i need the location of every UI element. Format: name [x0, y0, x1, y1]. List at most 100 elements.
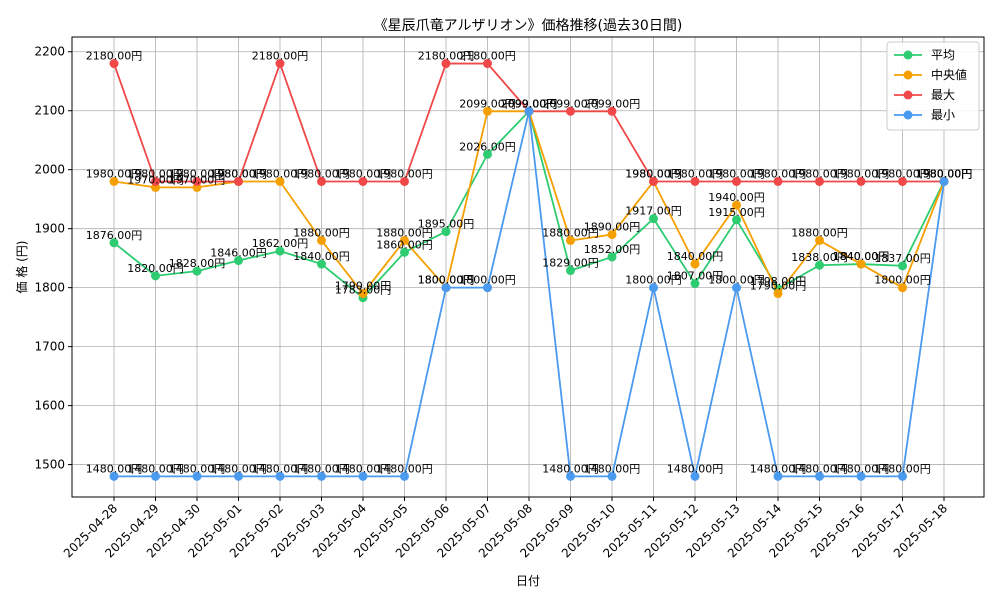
data-label: 1838.00円	[791, 251, 848, 264]
data-point	[898, 261, 907, 271]
data-label: 1876.00円	[86, 229, 143, 242]
data-point	[192, 176, 202, 186]
data-point	[815, 260, 824, 270]
data-point	[483, 283, 492, 293]
data-point	[732, 215, 741, 225]
data-label: 1980.00円	[874, 167, 931, 180]
y-tick-label: 1500	[34, 458, 65, 472]
data-label: 1980.00円	[169, 167, 226, 180]
data-label: 1480.00円	[874, 462, 931, 475]
data-point	[192, 266, 202, 276]
data-label: 1880.00円	[542, 226, 599, 239]
data-label: 1480.00円	[210, 462, 267, 475]
legend-label: 平均	[931, 48, 955, 62]
data-label: 2099.00円	[542, 97, 599, 110]
data-label: 1917.00円	[625, 205, 682, 218]
data-label: 2180.00円	[86, 50, 143, 63]
data-label: 1880.00円	[791, 226, 848, 239]
data-point	[151, 271, 160, 281]
y-tick-label: 1900	[34, 222, 65, 236]
data-label: 1980.00円	[86, 167, 143, 180]
data-label: 1980.00円	[335, 167, 392, 180]
data-label: 1880.00円	[376, 226, 433, 239]
legend-marker	[903, 50, 913, 60]
data-label: 1783.00円	[335, 284, 392, 297]
data-labels: 1876.00円 1820.00円1828.00円1846.00円1862.00円…	[86, 50, 973, 476]
data-point	[815, 235, 824, 245]
data-point	[732, 200, 741, 210]
legend-marker	[903, 70, 913, 80]
data-point	[898, 283, 907, 293]
data-point	[317, 259, 326, 269]
legend-marker	[903, 90, 913, 100]
data-label: 1852.00円	[584, 243, 641, 256]
data-label: 1846.00円	[210, 247, 267, 260]
legend-label: 最小	[931, 108, 955, 122]
data-label: 1970.00円	[169, 173, 226, 186]
data-label: 1980.00円	[210, 167, 267, 180]
data-point	[566, 266, 575, 276]
data-label: 2026.00円	[459, 140, 516, 153]
data-label: 1820.00円	[127, 262, 184, 275]
data-label: 1890.00円	[584, 221, 641, 234]
data-point	[234, 256, 243, 266]
data-label: 2180.00円	[252, 50, 309, 63]
data-label: 1480.00円	[667, 462, 724, 475]
data-point	[109, 238, 119, 248]
legend-marker	[903, 110, 913, 120]
data-label: 2099.00円	[501, 97, 558, 110]
data-point	[649, 214, 658, 224]
data-label: 1480.00円	[833, 462, 890, 475]
data-point	[898, 471, 907, 481]
data-point	[524, 106, 534, 116]
data-point	[441, 227, 451, 237]
data-point	[441, 59, 451, 69]
data-label: 1980.00円	[376, 167, 433, 180]
data-label: 1980.00円	[833, 167, 890, 180]
data-label: 1829.00円	[542, 257, 599, 270]
data-label: 1980.00円	[625, 167, 682, 180]
data-label: 1790.00円	[335, 280, 392, 293]
data-label: 1800.00円	[418, 274, 475, 287]
data-label: 2099.00円	[501, 97, 558, 110]
data-point	[358, 471, 368, 481]
data-point	[109, 471, 119, 481]
y-tick-label: 2100	[34, 104, 65, 118]
data-label: 1980.00円	[916, 167, 973, 180]
data-label: 1895.00円	[418, 218, 475, 231]
x-axis-label: 日付	[516, 574, 540, 588]
data-point	[649, 283, 658, 293]
y-tick-label: 1600	[34, 399, 65, 413]
data-point	[400, 235, 409, 245]
data-point	[607, 471, 617, 481]
data-label: 1970.00円	[127, 173, 184, 186]
data-point	[400, 247, 409, 257]
data-point	[607, 106, 617, 116]
data-point	[773, 471, 783, 481]
y-tick-label: 2000	[34, 163, 65, 177]
data-point	[898, 176, 907, 186]
data-label: 1862.00円	[252, 237, 309, 250]
data-label: 1860.00円	[376, 238, 433, 251]
data-label: 1840.00円	[833, 250, 890, 263]
data-label: 1980.00円	[625, 167, 682, 180]
data-label: 1940.00円	[708, 191, 765, 204]
data-label: 1807.00円	[667, 270, 724, 283]
data-label: 1840.00円	[833, 250, 890, 263]
data-label: 2099.00円	[501, 97, 558, 110]
data-label: 1800.00円	[874, 274, 931, 287]
data-label: 1828.00円	[169, 257, 226, 270]
data-label: 2180.00円	[418, 50, 475, 63]
legend-label: 最大	[931, 88, 955, 102]
data-label: 1798.00円	[750, 275, 807, 288]
data-label: 2099.00円	[584, 97, 641, 110]
data-point	[773, 176, 783, 186]
data-point	[192, 471, 202, 481]
data-point	[358, 176, 368, 186]
data-label: 1800.00円	[625, 274, 682, 287]
data-label: 1980.00円	[252, 167, 309, 180]
data-point	[566, 471, 575, 481]
data-point	[400, 471, 409, 481]
